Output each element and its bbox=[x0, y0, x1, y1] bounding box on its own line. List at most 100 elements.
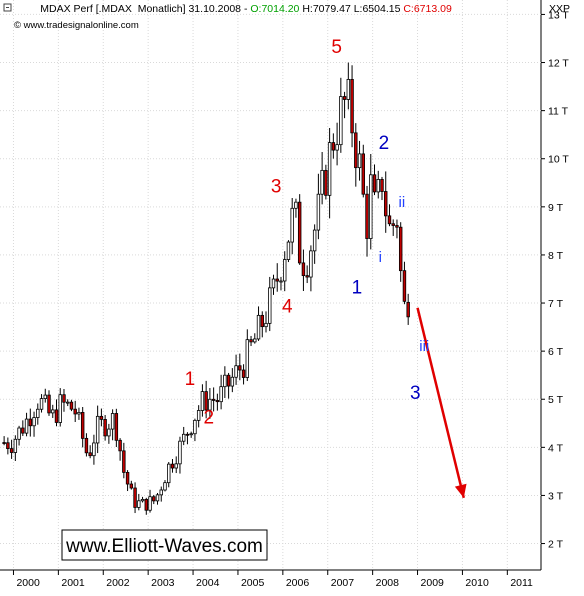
candle-body bbox=[208, 398, 212, 411]
ytick-label: 9 T bbox=[548, 202, 564, 214]
candle-body bbox=[380, 179, 384, 192]
candle-body bbox=[249, 339, 253, 343]
wave-label: i bbox=[379, 249, 382, 266]
header-close: C:6713.09 bbox=[400, 3, 452, 15]
candle-body bbox=[114, 413, 119, 441]
xtick-label: 2004 bbox=[196, 577, 220, 589]
copyright-source: © www.tradesignalonline.com bbox=[14, 20, 139, 31]
candle-body bbox=[230, 376, 235, 387]
candle-body bbox=[144, 498, 148, 511]
candle-body bbox=[357, 153, 362, 169]
candle-body bbox=[402, 270, 407, 302]
ytick-label: 13 T bbox=[548, 9, 569, 21]
candle-body bbox=[88, 452, 92, 457]
candle-body bbox=[73, 408, 77, 415]
candle-body bbox=[122, 450, 126, 473]
ytick-label: 10 T bbox=[548, 154, 569, 166]
candle-body bbox=[13, 438, 18, 453]
ytick-label: 8 T bbox=[548, 250, 564, 262]
candle-body bbox=[395, 225, 399, 228]
candle-body bbox=[398, 226, 403, 272]
candle-body bbox=[331, 142, 336, 151]
collapse-box-icon[interactable] bbox=[3, 3, 12, 12]
candle-body bbox=[80, 412, 85, 439]
candle-body bbox=[238, 365, 242, 371]
candle-body bbox=[384, 191, 388, 217]
candle-body bbox=[148, 496, 152, 511]
candle-body bbox=[155, 494, 160, 502]
candle-body bbox=[320, 169, 324, 195]
candle-body bbox=[62, 394, 66, 403]
candle-body bbox=[346, 78, 351, 100]
candle-body bbox=[43, 394, 47, 399]
candle-body bbox=[271, 278, 276, 289]
candle-body bbox=[387, 215, 392, 225]
wave-label: 2 bbox=[379, 133, 390, 154]
candle-body bbox=[47, 394, 51, 414]
candle-body bbox=[253, 338, 257, 343]
svg-text:MDAX Perf [.MDAX Monatlich] 3: MDAX Perf [.MDAX Monatlich] 31.10.2008 -… bbox=[14, 3, 472, 15]
candle-body bbox=[361, 153, 365, 195]
candle-body bbox=[36, 408, 40, 418]
candle-body bbox=[6, 442, 10, 449]
candle-body bbox=[39, 398, 44, 410]
candle-body bbox=[245, 339, 250, 378]
watermark-box: www.Elliott-Waves.com bbox=[61, 529, 268, 561]
candle-body bbox=[268, 287, 272, 324]
candle-body bbox=[297, 201, 302, 264]
candle-body bbox=[21, 427, 25, 434]
xtick-label: 2001 bbox=[61, 577, 85, 589]
wave-label: ii bbox=[398, 194, 405, 211]
wave-label: 3 bbox=[410, 383, 421, 404]
candle-body bbox=[17, 427, 21, 440]
candle-body bbox=[391, 223, 395, 226]
candle-body bbox=[339, 96, 343, 146]
candle-body bbox=[376, 179, 380, 193]
wave-label: 4 bbox=[282, 297, 293, 318]
candle-body bbox=[32, 417, 36, 427]
candle-body bbox=[28, 418, 33, 427]
candle-body bbox=[140, 498, 145, 502]
candle-body bbox=[204, 391, 208, 411]
xtick-label: 2006 bbox=[286, 577, 310, 589]
candle-body bbox=[181, 433, 186, 442]
candle-body bbox=[125, 471, 130, 485]
candle-body bbox=[283, 259, 287, 282]
ytick-label: 12 T bbox=[548, 58, 569, 70]
currency-label: XXP bbox=[549, 3, 570, 15]
candle-body bbox=[159, 489, 163, 496]
candle-body bbox=[118, 439, 122, 452]
candle-body bbox=[51, 409, 55, 414]
ytick-label: 6 T bbox=[548, 346, 564, 358]
xtick-label: 2002 bbox=[106, 577, 130, 589]
candle-body bbox=[290, 207, 294, 243]
candle-body bbox=[301, 262, 306, 277]
header-open: O:7014.20 bbox=[250, 3, 299, 15]
wave-label: 5 bbox=[331, 37, 342, 58]
xtick-label: 2008 bbox=[376, 577, 400, 589]
candle-body bbox=[152, 496, 156, 502]
candle-body bbox=[312, 229, 317, 252]
candle-body bbox=[372, 174, 377, 193]
candle-body bbox=[178, 440, 182, 465]
candle-body bbox=[189, 433, 193, 436]
wave-label: 1 bbox=[352, 277, 363, 298]
watermark-text: www.Elliott-Waves.com bbox=[65, 536, 263, 557]
xtick-label: 2007 bbox=[331, 577, 355, 589]
candle-body bbox=[193, 419, 197, 435]
candle-body bbox=[365, 193, 369, 239]
candle-body bbox=[24, 418, 29, 434]
candle-body bbox=[215, 400, 220, 403]
candle-body bbox=[54, 409, 59, 423]
xtick-label: 2000 bbox=[16, 577, 40, 589]
candle-body bbox=[294, 201, 298, 209]
candle-body bbox=[286, 241, 291, 260]
candle-body bbox=[275, 278, 279, 282]
wave-label: iii bbox=[419, 338, 429, 355]
xtick-label: 2003 bbox=[151, 577, 175, 589]
candle-body bbox=[84, 437, 89, 454]
xtick-label: 2011 bbox=[510, 577, 533, 589]
ytick-label: 5 T bbox=[548, 394, 564, 406]
candle-body bbox=[223, 374, 227, 388]
